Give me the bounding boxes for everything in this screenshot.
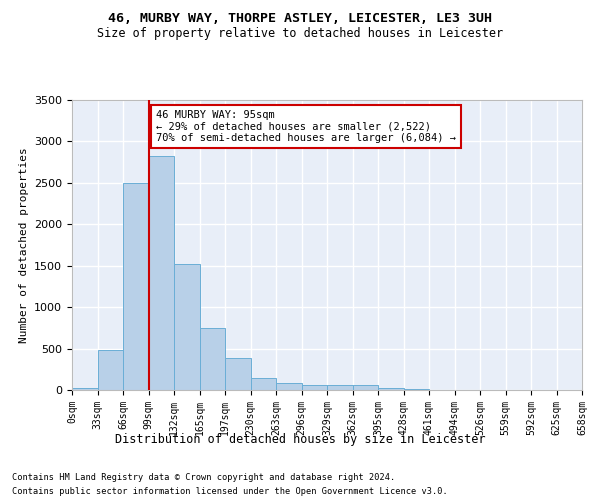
Bar [72, 388, 97, 390]
Text: 46, MURBY WAY, THORPE ASTLEY, LEICESTER, LE3 3UH: 46, MURBY WAY, THORPE ASTLEY, LEICESTER,… [108, 12, 492, 26]
Bar [251, 378, 276, 390]
Bar [276, 384, 302, 390]
Text: Contains HM Land Registry data © Crown copyright and database right 2024.: Contains HM Land Registry data © Crown c… [12, 472, 395, 482]
Bar [225, 358, 251, 390]
Bar [174, 264, 199, 390]
Text: Distribution of detached houses by size in Leicester: Distribution of detached houses by size … [115, 432, 485, 446]
Bar [97, 350, 123, 390]
Bar [353, 386, 378, 390]
Bar [199, 328, 225, 390]
Bar [123, 183, 149, 390]
Bar [327, 386, 353, 390]
Bar [378, 388, 404, 390]
Bar [302, 386, 327, 390]
Bar [149, 156, 174, 390]
Bar [404, 389, 429, 390]
Y-axis label: Number of detached properties: Number of detached properties [19, 147, 29, 343]
Text: Size of property relative to detached houses in Leicester: Size of property relative to detached ho… [97, 28, 503, 40]
Text: Contains public sector information licensed under the Open Government Licence v3: Contains public sector information licen… [12, 488, 448, 496]
Text: 46 MURBY WAY: 95sqm
← 29% of detached houses are smaller (2,522)
70% of semi-det: 46 MURBY WAY: 95sqm ← 29% of detached ho… [156, 110, 456, 143]
